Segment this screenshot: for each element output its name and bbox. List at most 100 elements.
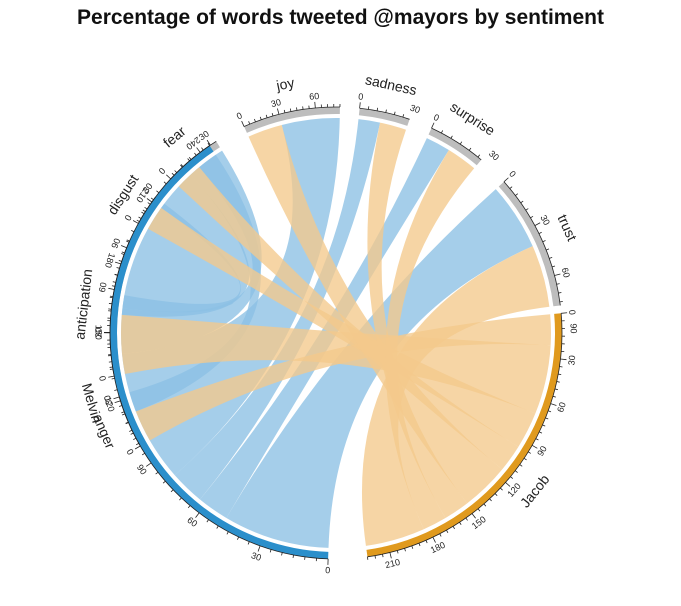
tick-minor [147,202,151,205]
tick-minor [125,422,129,425]
chart-title: Percentage of words tweeted @mayors by s… [77,6,604,29]
tick-minor [459,141,463,145]
tick-label: 0 [358,91,364,101]
tick-label: 0 [507,169,518,179]
tick-minor [520,200,524,204]
ribbon-jacob-surprise [385,150,475,530]
tick-minor [500,487,503,491]
tick-minor [187,158,190,162]
ribbon-melvin-sadness [174,119,381,500]
tick-minor [450,135,453,139]
tick-minor [188,157,192,160]
tick-minor [374,555,376,559]
tick-label: 60 [185,515,199,529]
tick-minor [237,536,240,540]
tick-axis [109,145,329,560]
tick-minor [542,240,546,243]
tick-minor [111,378,115,380]
tick-minor [404,548,406,552]
tick-label: 210 [384,557,401,570]
tick-minor [126,239,130,242]
tick-minor [248,121,251,125]
tick-minor [440,130,444,134]
tick-minor [180,164,183,168]
tick-minor [396,550,399,554]
tick-axis [503,181,561,306]
tick-minor [539,431,543,434]
tick-minor [418,543,421,547]
tick-minor [402,114,405,118]
tick-minor [452,526,455,530]
tick-minor [206,519,209,523]
tick-minor [118,260,122,262]
tick-label: 0 [567,309,577,315]
tick-major [531,444,538,449]
tick-major [113,396,120,400]
tick-minor [111,285,115,287]
tick-label: 30 [270,97,282,109]
tick-minor [281,552,283,556]
tick-minor [201,147,204,151]
tick-major [257,545,261,552]
ribbon-jacob-sadness [367,122,468,519]
tick-minor [180,164,184,167]
tick-minor [150,197,154,201]
tick-minor [187,505,191,509]
tick-major [114,261,121,265]
tick-minor [121,253,125,255]
tick-minor [121,251,125,254]
tick-label: 60 [309,91,320,102]
tick-minor [465,517,468,521]
tick-label: 0 [97,375,108,382]
ribbons-layer [120,118,551,548]
tick-minor [514,470,518,473]
tick-label: 90 [135,463,149,477]
tick-minor [141,211,145,215]
tick-label: 60 [97,281,109,293]
tick-minor [459,522,462,525]
tick-major [471,513,476,519]
tick-major [120,245,127,249]
tick-minor [556,381,560,383]
tick-minor [515,193,519,196]
ribbon-jacob-joy [248,124,503,504]
tick-label: 0 [125,447,136,456]
tick-minor [135,442,139,446]
tick-minor [489,498,492,502]
tick-minor [519,464,523,467]
arc-joy [244,107,340,133]
tick-minor [226,531,229,535]
tick-minor [133,437,137,440]
sector-label-trust: trust [554,212,580,244]
tick-major [314,101,316,108]
tick-minor [385,109,387,113]
tick-minor [535,438,539,441]
tick-major [432,536,436,543]
tick-minor [523,457,527,461]
tick-major [505,482,511,487]
sector-label-joy: joy [274,74,296,93]
tick-minor [216,525,219,529]
tick-label: 180 [103,252,117,269]
tick-minor [556,283,560,285]
tick-minor [112,281,116,283]
tick-minor [528,451,531,454]
tick-label: 150 [470,514,488,531]
tick-minor [129,429,133,432]
tick-major [241,120,245,127]
tick-minor [130,432,134,435]
tick-minor [179,497,182,501]
tick-minor [525,208,529,211]
tick-major [550,403,557,406]
ribbon-jacob-fear [178,167,519,470]
tick-major [561,312,568,314]
tick-major [503,177,509,183]
sector-label-surprise: surprise [447,98,498,138]
tick-minor [254,118,256,122]
tick-minor [538,231,542,234]
tick-label: 30 [93,328,103,338]
tick-minor [542,424,546,427]
tick-label: 0 [157,166,168,176]
tick-minor [162,480,166,484]
